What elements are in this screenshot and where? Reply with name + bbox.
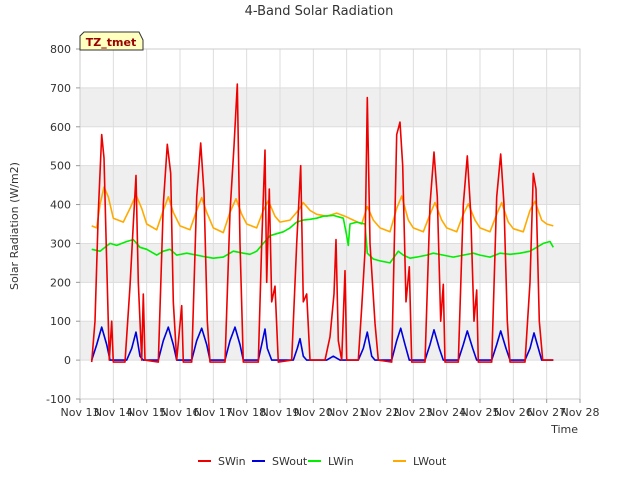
y-tick-label: 500: [50, 160, 71, 173]
y-axis-label: Solar Radiation (W/m2): [8, 162, 21, 290]
x-tick-label: Nov 28: [561, 406, 600, 419]
y-axis-ticks: -100 0 100 200 300 400 500 600 700 800: [46, 43, 80, 406]
legend-label-swout: SWout: [272, 455, 308, 468]
chart-title: 4-Band Solar Radiation: [245, 4, 394, 19]
series-line-lwout: [91, 186, 554, 234]
x-tick-label: Nov 16: [161, 406, 200, 419]
y-tick-label: 800: [50, 43, 71, 56]
y-tick-label: 600: [50, 121, 71, 134]
y-tick-label: -100: [46, 393, 71, 406]
x-tick-label: Nov 19: [261, 406, 300, 419]
x-tick-label: Nov 14: [94, 406, 133, 419]
x-tick-label: Nov 20: [294, 406, 333, 419]
y-tick-label: 100: [50, 315, 71, 328]
x-axis-label: Time: [550, 423, 578, 436]
plot-band: [80, 321, 580, 361]
plot-band: [80, 126, 580, 166]
x-tick-label: Nov 18: [227, 406, 266, 419]
site-tag-box: TZ_tmet: [79, 31, 144, 51]
x-tick-label: Nov 25: [461, 406, 500, 419]
plot-band: [80, 360, 580, 399]
legend-label-lwin: LWin: [328, 455, 354, 468]
y-tick-label: 200: [50, 276, 71, 289]
x-tick-label: Nov 22: [361, 406, 400, 419]
y-tick-label: 700: [50, 82, 71, 95]
plot-band: [80, 87, 580, 127]
legend-label-swin: SWin: [218, 455, 246, 468]
x-tick-label: Nov 27: [527, 406, 566, 419]
plot-band: [80, 49, 580, 88]
y-tick-label: 0: [64, 354, 71, 367]
legend-label-lwout: LWout: [413, 455, 447, 468]
x-tick-label: Nov 13: [61, 406, 100, 419]
x-tick-label: Nov 24: [427, 406, 466, 419]
plot-band: [80, 282, 580, 322]
x-tick-label: Nov 26: [494, 406, 533, 419]
x-tick-label: Nov 23: [394, 406, 433, 419]
plot-band: [80, 243, 580, 283]
series-lines: [90, 83, 554, 363]
site-tag-label: TZ_tmet: [86, 36, 136, 49]
x-tick-label: Nov 21: [327, 406, 366, 419]
plot-area-frame: [79, 48, 581, 400]
x-tick-label: Nov 17: [194, 406, 233, 419]
legend: SWin SWout LWin LWout: [198, 455, 447, 468]
y-tick-label: 300: [50, 237, 71, 250]
y-tick-label: 400: [50, 199, 71, 212]
plot-band: [80, 165, 580, 205]
x-tick-label: Nov 15: [127, 406, 166, 419]
series-line-swin: [90, 83, 554, 363]
